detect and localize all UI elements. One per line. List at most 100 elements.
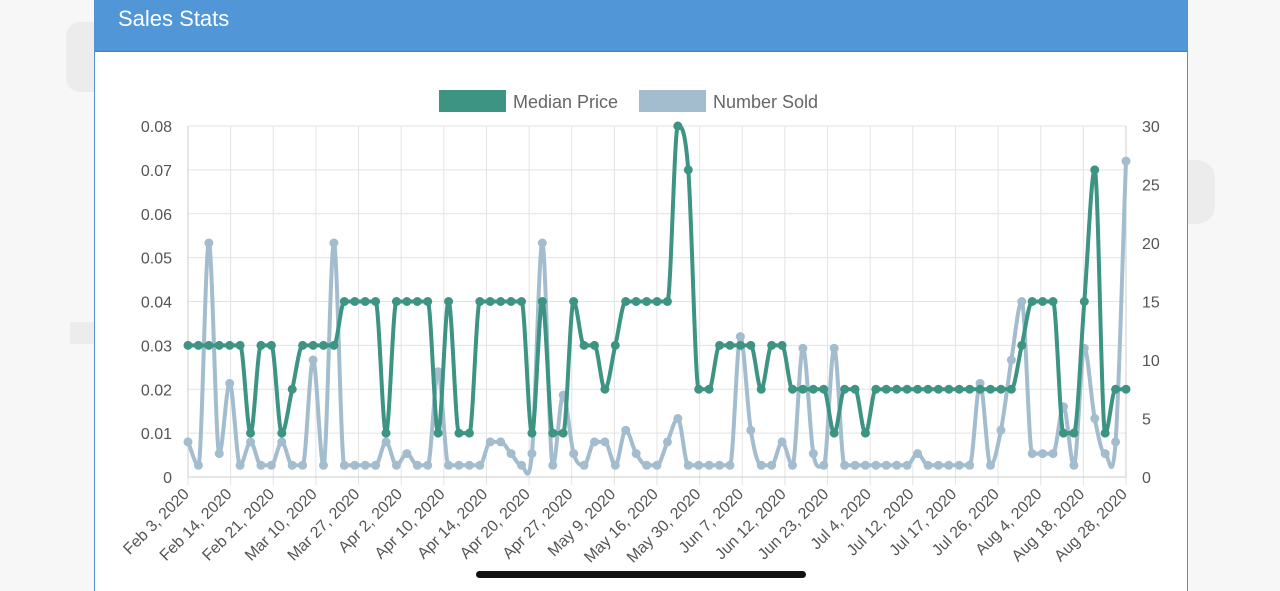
number-sold-point <box>1090 414 1100 423</box>
median-price-point <box>548 428 558 438</box>
number-sold-point <box>1017 297 1027 306</box>
x-tick-label: May 30, 2020 <box>624 486 705 567</box>
number-sold-point <box>433 367 443 377</box>
number-sold-point <box>996 425 1006 435</box>
card-title: Sales Stats <box>118 6 230 31</box>
number-sold-point <box>225 378 235 388</box>
median-price-point <box>318 340 328 350</box>
median-price-point <box>777 340 787 350</box>
number-sold-point <box>923 460 933 470</box>
median-price-point <box>986 384 996 394</box>
number-sold-point <box>371 460 381 470</box>
number-sold-point <box>444 460 454 470</box>
number-sold-point <box>517 460 527 470</box>
median-price-point <box>246 428 256 438</box>
median-price-point <box>391 297 401 306</box>
y-right-tick-label: 15 <box>1142 295 1160 312</box>
number-sold-point <box>642 460 652 470</box>
median-price-point <box>767 340 777 350</box>
median-price-point <box>725 340 735 350</box>
median-price-point <box>475 297 485 306</box>
number-sold-point <box>1006 355 1016 365</box>
number-sold-point <box>944 460 954 470</box>
number-sold-point <box>808 449 818 459</box>
median-price-point <box>579 340 589 350</box>
number-sold-point <box>631 449 641 459</box>
number-sold-point <box>246 437 256 447</box>
median-price-point <box>1027 297 1037 306</box>
number-sold-point <box>537 238 547 248</box>
median-price-point <box>569 297 579 306</box>
number-sold-point <box>1100 449 1110 459</box>
card-header: Sales Stats <box>95 0 1187 52</box>
number-sold-point <box>183 437 193 447</box>
median-price-point <box>350 297 360 306</box>
median-price-point <box>183 340 193 350</box>
median-price-point <box>787 384 797 394</box>
median-price-point <box>913 384 923 394</box>
y-left-tick-label: 0.05 <box>141 251 172 268</box>
median-price-point <box>506 297 516 306</box>
number-sold-point <box>860 460 870 470</box>
median-price-point <box>1048 297 1058 306</box>
number-sold-point <box>683 460 693 470</box>
number-sold-point <box>819 460 829 470</box>
number-sold-point <box>798 343 808 353</box>
background-shape-left-lower <box>70 322 94 344</box>
median-price-point <box>329 340 339 350</box>
median-price-point <box>339 297 349 306</box>
median-price-point <box>808 384 818 394</box>
number-sold-point <box>318 460 328 470</box>
median-price-point <box>694 384 704 394</box>
number-sold-point <box>277 437 287 447</box>
median-price-point <box>298 340 308 350</box>
number-sold-point <box>694 460 704 470</box>
number-sold-point <box>756 460 766 470</box>
number-sold-point <box>339 460 349 470</box>
median-price-point <box>715 340 725 350</box>
number-sold-point <box>652 460 662 470</box>
median-price-point <box>610 340 620 350</box>
number-sold-point <box>735 332 745 342</box>
median-price-point <box>225 340 235 350</box>
median-price-point <box>527 428 537 438</box>
median-price-point <box>1038 297 1048 306</box>
number-sold-point <box>829 343 839 353</box>
median-price-point <box>1090 165 1100 175</box>
number-sold-point <box>454 460 464 470</box>
number-sold-point <box>746 425 756 435</box>
median-price-point <box>589 340 599 350</box>
number-sold-point <box>464 460 474 470</box>
number-sold-point <box>329 238 339 248</box>
number-sold-point <box>287 460 297 470</box>
median-price-point <box>975 384 985 394</box>
median-price-point <box>933 384 943 394</box>
number-sold-point <box>933 460 943 470</box>
median-price-point <box>204 340 214 350</box>
median-price-point <box>433 428 443 438</box>
median-price-point <box>1100 428 1110 438</box>
median-price-point <box>798 384 808 394</box>
median-price-point <box>1121 384 1131 394</box>
number-sold-point <box>871 460 881 470</box>
median-price-point <box>464 428 474 438</box>
y-left-tick-label: 0 <box>163 470 172 487</box>
legend-swatch-number-sold <box>639 90 706 112</box>
legend: Median Price Number Sold <box>439 90 818 112</box>
y-right-tick-label: 0 <box>1142 470 1151 487</box>
number-sold-point <box>485 437 495 447</box>
median-price-point <box>746 340 756 350</box>
number-sold-point <box>715 460 725 470</box>
number-sold-point <box>1069 460 1079 470</box>
number-sold-point <box>423 460 433 470</box>
median-price-point <box>600 384 610 394</box>
median-price-point <box>360 297 370 306</box>
median-price-point <box>954 384 964 394</box>
median-price-point <box>193 340 203 350</box>
legend-label-median-price: Median Price <box>513 92 618 112</box>
median-price-point <box>892 384 902 394</box>
median-price-point <box>819 384 829 394</box>
median-price-point <box>662 297 672 306</box>
median-price-point <box>256 340 266 350</box>
median-price-point <box>214 340 224 350</box>
